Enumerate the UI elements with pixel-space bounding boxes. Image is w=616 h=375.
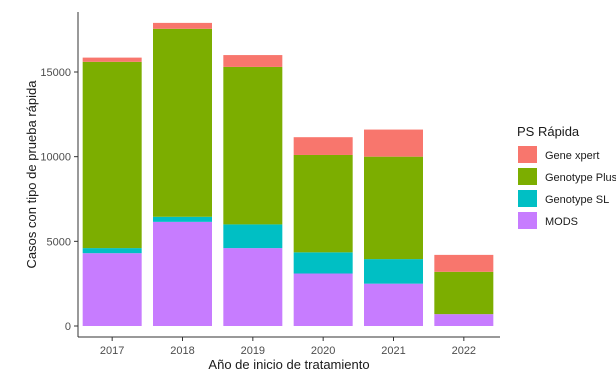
bar-segment-mods-2018 [153,221,212,326]
legend-key-gene-xpert [518,146,537,163]
y-axis-title: Casos con tipo de prueba rápida [24,80,39,269]
bar-segment-genotype-sl-2020 [293,252,353,274]
legend-key-mods [518,212,537,229]
bar-segment-genotype-plus-2022 [434,271,494,315]
bar-segment-mods-2019 [223,248,283,326]
y-tick-label: 10000 [40,152,71,164]
x-tick-label: 2021 [381,345,405,357]
x-tick-label: 2017 [100,345,124,357]
bar-segment-mods-2020 [293,273,353,326]
bar-segment-genotype-sl-2018 [153,216,212,222]
bar-segment-genotype-sl-2019 [223,224,283,249]
x-axis-title: Año de inicio de tratamiento [208,357,369,372]
legend: PS Rápida Gene xpert Genotype Plus Genotyp… [517,124,616,229]
y-tick-label: 15000 [40,67,71,79]
y-ticks: 0 5000 10000 15000 [40,67,78,333]
x-tick-label: 2020 [311,345,335,357]
bar-segment-genotype-plus-2017 [82,61,142,249]
bar-segment-gene-xpert-2018 [153,22,212,29]
bar-segment-gene-xpert-2022 [434,254,494,272]
x-tick-label: 2018 [170,345,194,357]
legend-label: MODS [545,216,578,228]
legend-key-genotype-sl [518,190,537,207]
legend-label: Gene xpert [545,150,599,162]
x-tick-label: 2019 [241,345,265,357]
legend-label: Genotype SL [545,194,609,206]
bar-segment-mods-2021 [364,283,423,326]
x-tick-label: 2022 [452,345,476,357]
y-tick-label: 5000 [47,236,71,248]
bar-segment-genotype-plus-2020 [293,154,353,253]
y-tick-label: 0 [65,321,71,333]
bar-segment-gene-xpert-2017 [82,57,142,62]
legend-label: Genotype Plus [545,172,616,184]
bar-segment-genotype-plus-2019 [223,66,283,225]
bar-segment-mods-2022 [434,314,494,326]
x-ticks: 2017 2018 2019 2020 2021 2022 [100,337,476,357]
legend-title: PS Rápida [517,124,580,139]
bar-segment-gene-xpert-2019 [223,55,283,67]
bar-segment-gene-xpert-2020 [293,137,353,155]
bar-segment-gene-xpert-2021 [364,129,423,157]
bar-segment-genotype-sl-2021 [364,259,423,284]
bar-segment-genotype-plus-2021 [364,156,423,260]
bar-segment-genotype-plus-2018 [153,28,212,217]
axes [77,12,500,338]
bar-segment-genotype-sl-2017 [82,248,142,254]
bars [82,22,494,326]
legend-key-genotype-plus [518,168,537,185]
bar-segment-mods-2017 [82,253,142,326]
